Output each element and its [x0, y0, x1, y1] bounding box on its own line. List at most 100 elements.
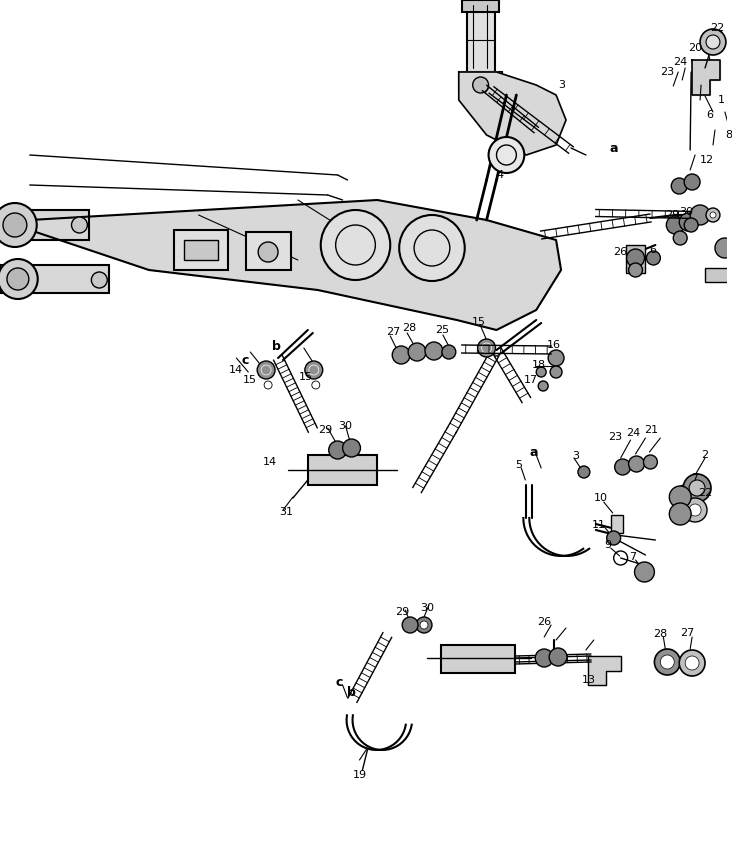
Circle shape [578, 466, 590, 478]
Circle shape [730, 241, 732, 255]
Circle shape [537, 367, 546, 377]
Circle shape [627, 249, 644, 267]
Circle shape [478, 339, 496, 357]
Circle shape [615, 459, 630, 475]
Circle shape [0, 259, 38, 299]
Circle shape [706, 35, 720, 49]
Text: 6: 6 [706, 110, 714, 120]
Text: 28: 28 [653, 629, 668, 639]
Text: 26: 26 [537, 617, 551, 627]
Polygon shape [692, 60, 720, 95]
Polygon shape [30, 200, 561, 330]
Text: 16: 16 [547, 340, 561, 350]
Bar [246, 232, 291, 270]
Bar [467, 0, 495, 75]
Circle shape [710, 212, 716, 218]
Text: 11: 11 [591, 520, 606, 530]
Text: 9: 9 [604, 540, 611, 550]
Text: 14: 14 [263, 457, 277, 467]
Circle shape [690, 205, 710, 225]
Circle shape [666, 216, 684, 234]
Bar [626, 245, 646, 273]
Text: 1: 1 [717, 95, 725, 105]
Circle shape [488, 137, 524, 173]
Circle shape [673, 231, 687, 245]
Circle shape [416, 617, 432, 633]
Circle shape [689, 504, 701, 516]
Circle shape [548, 350, 564, 366]
Text: b: b [272, 341, 280, 354]
Circle shape [629, 263, 643, 277]
Circle shape [305, 361, 323, 379]
Circle shape [392, 346, 410, 364]
Circle shape [329, 441, 346, 459]
Text: 25: 25 [435, 325, 449, 335]
Circle shape [706, 208, 720, 222]
Text: 22: 22 [710, 23, 724, 33]
Text: 29: 29 [395, 607, 409, 617]
Circle shape [654, 649, 680, 675]
Circle shape [442, 345, 456, 359]
Circle shape [685, 656, 699, 670]
Polygon shape [588, 656, 621, 685]
Text: 29: 29 [665, 210, 679, 220]
Text: b: b [347, 685, 356, 698]
Text: 30: 30 [679, 207, 693, 217]
Bar [184, 240, 218, 260]
Text: 23: 23 [660, 67, 674, 77]
Bar [610, 515, 623, 533]
Text: 6: 6 [649, 245, 656, 255]
Text: 17: 17 [524, 375, 538, 385]
Circle shape [549, 648, 567, 666]
Circle shape [321, 210, 390, 280]
Circle shape [535, 649, 553, 667]
Circle shape [671, 178, 687, 194]
Text: 31: 31 [279, 507, 293, 517]
Text: 2: 2 [701, 450, 709, 460]
Circle shape [689, 480, 705, 496]
Text: 13: 13 [582, 675, 596, 685]
Text: 24: 24 [627, 428, 640, 438]
Circle shape [258, 242, 278, 262]
Text: 12: 12 [700, 155, 714, 165]
Circle shape [408, 343, 426, 361]
Circle shape [669, 486, 691, 508]
Circle shape [3, 213, 27, 237]
Text: 18: 18 [532, 360, 546, 370]
Text: 15: 15 [243, 375, 257, 385]
Circle shape [538, 381, 548, 391]
Text: 7: 7 [629, 552, 636, 562]
Text: 15: 15 [299, 372, 313, 382]
Circle shape [425, 342, 443, 360]
Text: 14: 14 [229, 365, 244, 375]
Circle shape [0, 203, 37, 247]
Circle shape [550, 366, 562, 378]
Text: c: c [336, 676, 343, 689]
Circle shape [473, 77, 488, 93]
Circle shape [679, 650, 705, 676]
Circle shape [646, 251, 660, 265]
Polygon shape [459, 72, 566, 155]
Text: 21: 21 [644, 425, 659, 435]
Text: 4: 4 [497, 170, 504, 180]
Circle shape [7, 268, 29, 290]
Bar [0, 265, 109, 293]
Text: 30: 30 [339, 421, 353, 431]
Text: 8: 8 [725, 130, 732, 140]
Circle shape [607, 531, 621, 545]
Circle shape [635, 562, 654, 582]
Circle shape [72, 217, 87, 233]
Text: 30: 30 [420, 603, 434, 613]
Circle shape [684, 174, 700, 190]
Text: 19: 19 [352, 770, 367, 780]
Text: 10: 10 [594, 493, 608, 503]
Text: 3: 3 [559, 80, 566, 90]
Circle shape [684, 218, 698, 232]
Circle shape [643, 455, 657, 469]
Circle shape [669, 503, 691, 525]
Circle shape [629, 456, 644, 472]
Circle shape [700, 29, 726, 55]
Text: 20: 20 [688, 43, 702, 53]
Circle shape [399, 215, 465, 281]
Text: 24: 24 [673, 57, 687, 67]
